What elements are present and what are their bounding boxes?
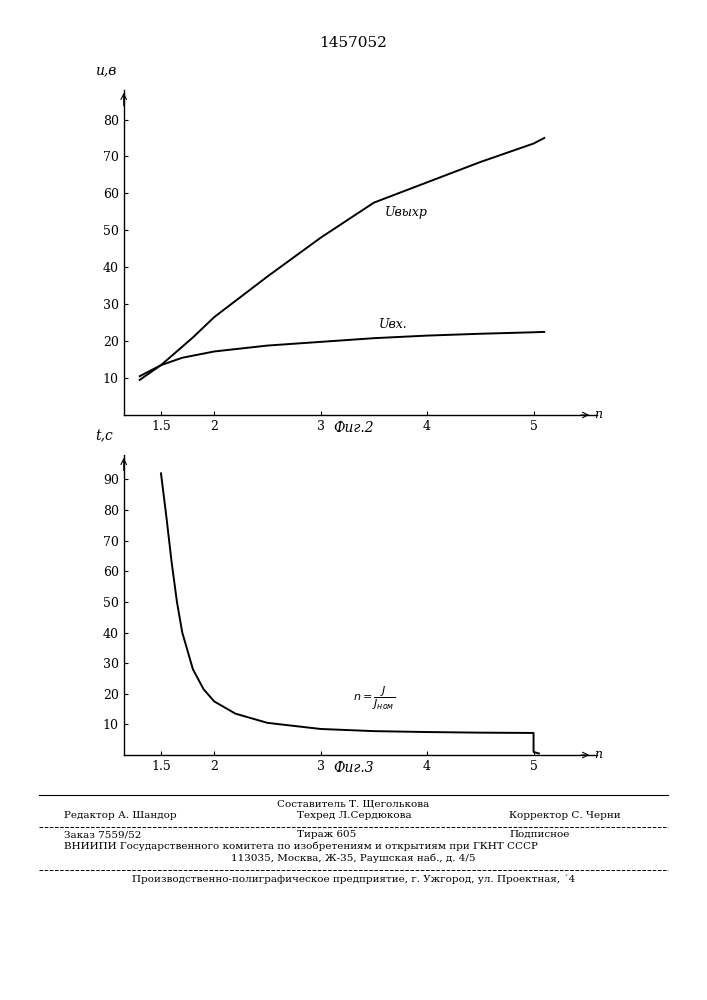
Text: 113035, Москва, Ж-35, Раушская наб., д. 4/5: 113035, Москва, Ж-35, Раушская наб., д. … — [231, 854, 476, 863]
Text: t,c: t,c — [95, 429, 113, 443]
Text: Составитель Т. Щеголькова: Составитель Т. Щеголькова — [277, 799, 430, 808]
Text: Подписное: Подписное — [509, 830, 569, 839]
Text: Uвыхр: Uвыхр — [385, 206, 428, 219]
Text: u,в: u,в — [95, 63, 117, 77]
Text: Заказ 7559/52: Заказ 7559/52 — [64, 830, 141, 839]
Text: Техред Л.Сердюкова: Техред Л.Сердюкова — [297, 811, 411, 820]
Text: Производственно-полиграфическое предприятие, г. Ужгород, ул. Проектная, ´4: Производственно-полиграфическое предприя… — [132, 874, 575, 884]
Text: Редактор А. Шандор: Редактор А. Шандор — [64, 811, 176, 820]
Text: Фиг.3: Фиг.3 — [333, 761, 374, 775]
Text: Корректор С. Черни: Корректор С. Черни — [509, 811, 621, 820]
Text: Uвх.: Uвх. — [379, 318, 408, 331]
Text: Фиг.2: Фиг.2 — [333, 421, 374, 435]
Text: $n = \dfrac{J}{J_{\mathit{ном}}}$: $n = \dfrac{J}{J_{\mathit{ном}}}$ — [353, 685, 395, 712]
Text: ВНИИПИ Государственного комитета по изобретениям и открытиям при ГКНТ СССР: ВНИИПИ Государственного комитета по изоб… — [64, 842, 537, 851]
Text: n: n — [594, 748, 602, 762]
Text: n: n — [594, 408, 602, 422]
Text: 1457052: 1457052 — [320, 36, 387, 50]
Text: $n = \dfrac{J}{J_{\mathit{ном}}}$: $n = \dfrac{J}{J_{\mathit{ном}}}$ — [433, 470, 474, 498]
Text: Тираж 605: Тираж 605 — [297, 830, 356, 839]
